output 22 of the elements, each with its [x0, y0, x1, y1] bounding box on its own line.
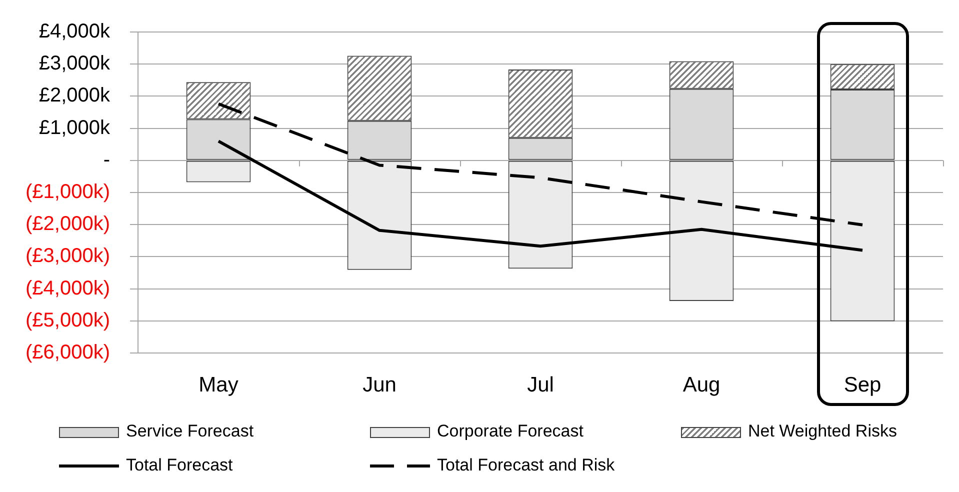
- y-tick-label: (£3,000k): [26, 245, 110, 268]
- y-tick-label: (£1,000k): [26, 181, 110, 204]
- legend-label: Service Forecast: [126, 422, 254, 441]
- line-series: [217, 102, 864, 226]
- y-tick-label: -: [103, 148, 110, 171]
- x-tick-label: May: [198, 373, 239, 396]
- y-tick-label: (£5,000k): [26, 309, 110, 332]
- y-tick-label: £2,000k: [38, 84, 111, 107]
- y-tick-label: (£4,000k): [26, 277, 110, 300]
- y-tick-label: £4,000k: [38, 20, 111, 43]
- x-tick-label: Jun: [362, 373, 396, 396]
- legend-label: Total Forecast: [126, 456, 234, 475]
- x-tick-label: Sep: [844, 373, 882, 396]
- x-tick-label: Jul: [527, 373, 554, 396]
- y-tick-label: (£6,000k): [26, 342, 110, 364]
- y-tick-label: £3,000k: [38, 52, 111, 75]
- x-tick-label: Aug: [682, 373, 720, 396]
- y-tick-label: £1,000k: [38, 116, 111, 139]
- legend-label: Corporate Forecast: [437, 422, 584, 441]
- y-tick-label: (£2,000k): [26, 213, 110, 236]
- legend-label: Net Weighted Risks: [748, 422, 897, 441]
- legend-label: Total Forecast and Risk: [437, 456, 616, 475]
